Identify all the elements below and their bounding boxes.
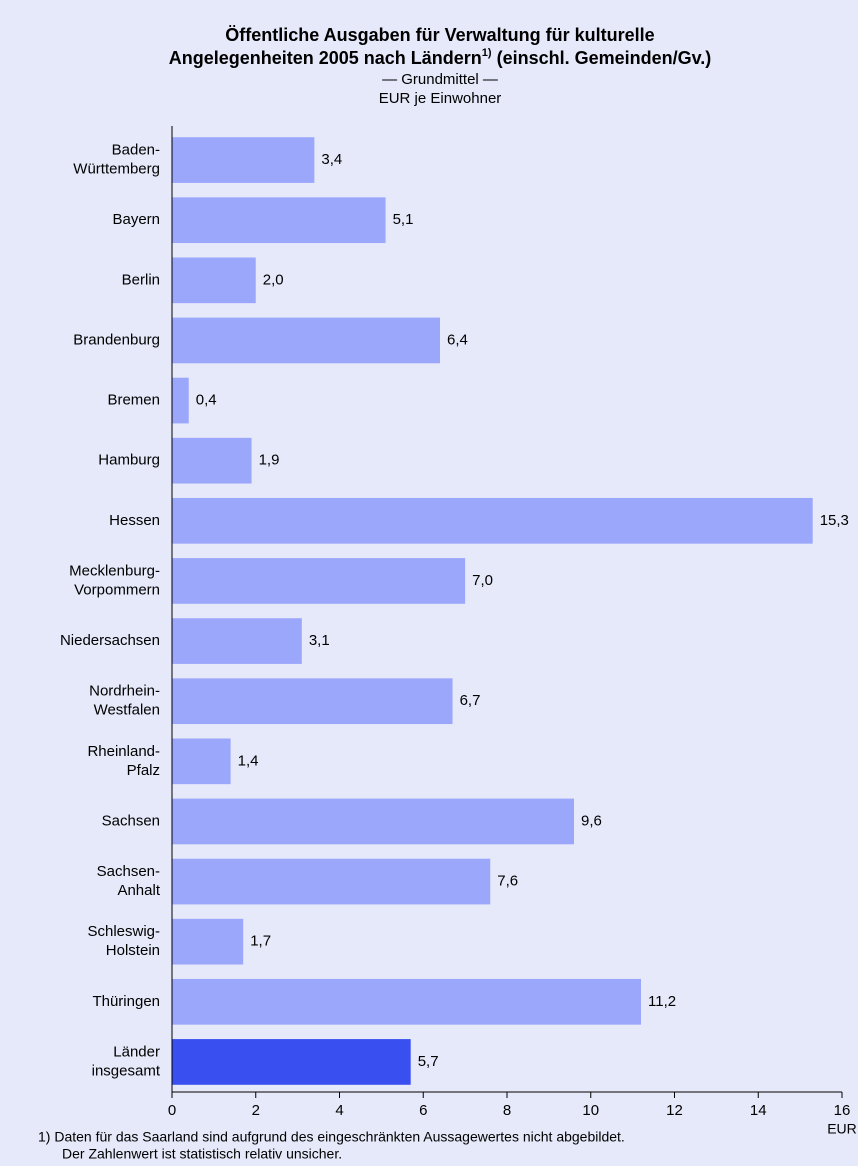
- x-tick-label: 0: [168, 1102, 176, 1119]
- category-label-line: Bremen: [107, 392, 160, 409]
- category-label-line: Bayern: [112, 211, 160, 228]
- bar: [172, 437, 252, 484]
- value-label: 6,7: [460, 692, 481, 709]
- bar: [172, 678, 453, 725]
- category-label-line: Anhalt: [117, 882, 160, 899]
- subtitle: — Grundmittel —: [382, 71, 498, 88]
- category-label-line: Nordrhein-: [89, 683, 160, 700]
- x-axis-label: EUR: [827, 1121, 857, 1137]
- x-tick-label: 16: [834, 1102, 851, 1119]
- category-label: Bayern: [112, 211, 160, 228]
- footnote: Der Zahlenwert ist statistisch relativ u…: [62, 1146, 342, 1162]
- category-label-line: Holstein: [106, 942, 160, 959]
- chart-title-line2: Angelegenheiten 2005 nach Ländern1) (eins…: [169, 47, 712, 68]
- value-label: 1,9: [259, 452, 280, 469]
- title-text: Angelegenheiten 2005 nach Ländern: [169, 48, 482, 68]
- subtitle: EUR je Einwohner: [379, 90, 502, 107]
- bar: [172, 918, 244, 965]
- x-tick-label: 14: [750, 1102, 767, 1119]
- value-label: 6,4: [447, 331, 468, 348]
- title-footnote-mark: 1): [482, 47, 492, 59]
- category-label-line: Pfalz: [127, 762, 160, 779]
- bar: [172, 738, 231, 785]
- category-label-line: Westfalen: [94, 702, 160, 719]
- category-label: Niedersachsen: [60, 632, 160, 649]
- category-label-line: Berlin: [122, 271, 160, 288]
- category-label: Brandenburg: [73, 331, 160, 348]
- category-label: Rheinland- Pfalz: [87, 743, 160, 779]
- value-label: 3,1: [309, 632, 330, 649]
- value-label: 0,4: [196, 392, 217, 409]
- value-label: 7,0: [472, 572, 493, 589]
- category-label: Länder insgesamt: [92, 1043, 161, 1079]
- bar: [172, 377, 189, 424]
- bar: [172, 858, 491, 905]
- value-label: 2,0: [263, 271, 284, 288]
- value-label: 11,2: [648, 993, 676, 1010]
- value-label: 1,4: [238, 752, 259, 769]
- category-label-line: Hamburg: [98, 452, 160, 469]
- category-label: Sachsen: [102, 812, 160, 829]
- category-label: Nordrhein- Westfalen: [89, 683, 160, 719]
- value-label: 15,3: [820, 512, 849, 529]
- category-label-line: Baden-: [112, 142, 160, 159]
- bar: [172, 317, 440, 364]
- bar: [172, 257, 256, 304]
- bar: [172, 558, 466, 604]
- category-label: Hessen: [109, 512, 160, 529]
- value-label: 5,1: [393, 211, 414, 228]
- bar: [172, 1039, 411, 1085]
- bar: [172, 137, 315, 183]
- x-tick-label: 12: [666, 1102, 683, 1119]
- category-label-line: Württemberg: [73, 161, 160, 178]
- category-label: Schleswig- Holstein: [87, 923, 160, 959]
- footnote: 1) Daten für das Saarland sind aufgrund …: [38, 1129, 625, 1145]
- category-label-line: Sachsen: [102, 812, 160, 829]
- x-tick-label: 8: [503, 1102, 511, 1119]
- category-label-line: Vorpommern: [74, 581, 160, 598]
- x-tick-label: 2: [252, 1102, 260, 1119]
- bar: [172, 497, 813, 544]
- value-label: 3,4: [321, 151, 342, 168]
- x-tick-label: 6: [419, 1102, 427, 1119]
- category-label: Sachsen- Anhalt: [97, 863, 161, 899]
- value-label: 1,7: [250, 933, 271, 950]
- category-label-line: Rheinland-: [87, 743, 160, 760]
- chart-title-line1: Öffentliche Ausgaben für Verwaltung für …: [225, 25, 654, 45]
- bar: [172, 798, 574, 845]
- category-label-line: Schleswig-: [87, 923, 160, 940]
- value-label: 5,7: [418, 1053, 439, 1070]
- category-label-line: Sachsen-: [97, 863, 160, 880]
- value-label: 7,6: [497, 873, 518, 890]
- category-label: Thüringen: [92, 993, 160, 1010]
- bar: [172, 978, 641, 1025]
- category-label-line: Brandenburg: [73, 331, 160, 348]
- bar: [172, 618, 302, 664]
- category-label-line: Hessen: [109, 512, 160, 529]
- category-label-line: insgesamt: [92, 1062, 161, 1079]
- category-label: Berlin: [122, 271, 160, 288]
- title-text: (einschl. Gemeinden/Gv.): [497, 48, 712, 68]
- category-label-line: Niedersachsen: [60, 632, 160, 649]
- category-label: Baden- Württemberg: [73, 142, 160, 178]
- category-label: Mecklenburg- Vorpommern: [69, 562, 160, 598]
- value-label: 9,6: [581, 812, 602, 829]
- category-label: Bremen: [107, 392, 160, 409]
- category-label-line: Thüringen: [92, 993, 160, 1010]
- category-label-line: Mecklenburg-: [69, 562, 160, 579]
- x-tick-label: 4: [335, 1102, 343, 1119]
- category-label: Hamburg: [98, 452, 160, 469]
- bar: [172, 197, 386, 244]
- category-label-line: Länder: [113, 1043, 160, 1060]
- x-tick-label: 10: [582, 1102, 599, 1119]
